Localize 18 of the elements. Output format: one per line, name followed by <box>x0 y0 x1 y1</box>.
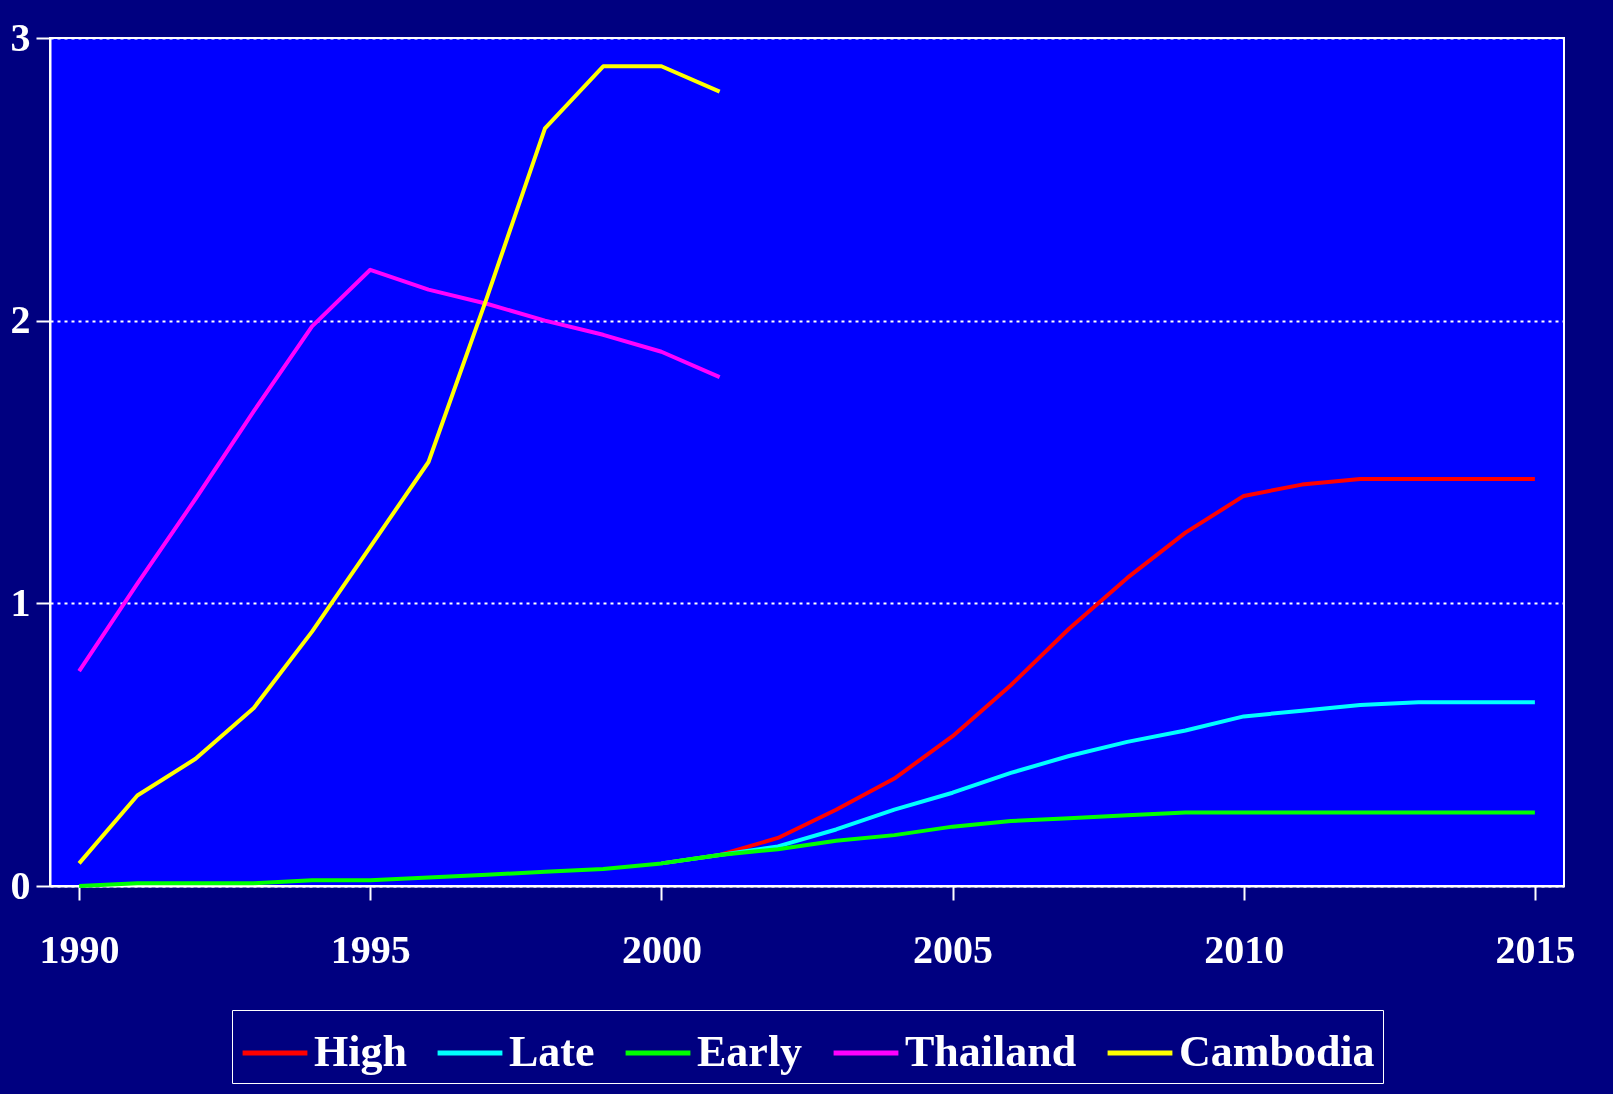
line-series <box>77 810 1537 888</box>
y-tick-label: 0 <box>10 862 31 908</box>
x-tick-label: 1990 <box>39 926 120 972</box>
legend-label: Late <box>509 1027 595 1076</box>
legend-label: Thailand <box>905 1027 1077 1076</box>
legend-label: Early <box>697 1027 803 1076</box>
legend-label: High <box>314 1027 407 1076</box>
y-tick-label: 1 <box>10 579 31 625</box>
x-tick-label: 2005 <box>913 926 994 972</box>
legend-label: Cambodia <box>1179 1027 1375 1076</box>
x-tick-label: 2000 <box>621 926 702 972</box>
y-tick-label: 2 <box>10 297 31 343</box>
y-tick-label: 3 <box>10 14 31 60</box>
x-tick-label: 1995 <box>330 926 411 972</box>
x-tick-label: 2015 <box>1495 926 1576 972</box>
line-series <box>77 64 722 866</box>
line-series <box>77 267 722 674</box>
x-tick-label: 2010 <box>1204 926 1285 972</box>
